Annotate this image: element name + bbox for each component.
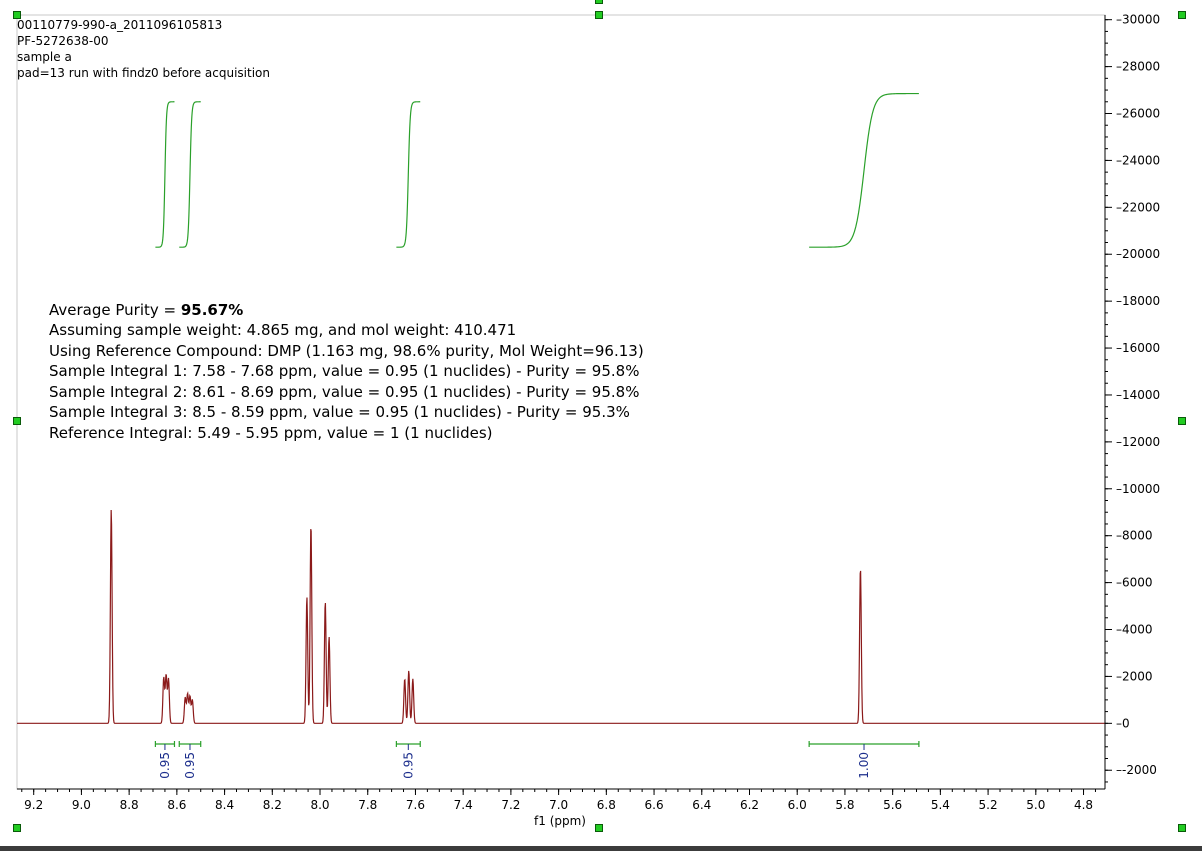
integral-bracket: 1.00 — [808, 741, 920, 779]
sample-integral-3-line: Sample Integral 3: 8.5 - 8.59 ppm, value… — [49, 403, 630, 421]
x-tick-label: 7.0 — [549, 798, 568, 812]
x-tick-label: 5.2 — [979, 798, 998, 812]
sample-id: 00110779-990-a_2011096105813 — [17, 18, 223, 32]
x-tick-label: 5.0 — [1026, 798, 1045, 812]
resize-handle-top-right[interactable] — [1178, 11, 1186, 19]
x-tick-label: 6.4 — [692, 798, 711, 812]
x-tick-label: 8.6 — [167, 798, 186, 812]
integral-bracket: 0.95 — [395, 741, 421, 779]
average-purity-label: Average Purity = — [49, 301, 181, 319]
y-axis: –-2000 –0 –2000 –4000 –6000 –8000 –10000 –12000… — [1104, 13, 1160, 789]
reference-integral-line: Reference Integral: 5.49 - 5.95 ppm, val… — [49, 424, 493, 442]
y-tick-label: –30000 — [1116, 13, 1160, 27]
resize-handle-middle-left[interactable] — [13, 417, 21, 425]
reference-compound-line: Using Reference Compound: DMP (1.163 mg,… — [49, 342, 644, 360]
resize-handle-top-left[interactable] — [13, 11, 21, 19]
average-purity: Average Purity = 95.67% — [49, 300, 243, 320]
average-purity-value: 95.67% — [180, 301, 244, 319]
resize-handle-bottom-center[interactable] — [595, 824, 603, 832]
integral-curve — [396, 101, 421, 248]
window-bottom-edge — [0, 846, 1202, 851]
integral-value-label: 0.95 — [158, 752, 172, 779]
y-tick-label: –16000 — [1116, 341, 1160, 355]
y-tick-label: –24000 — [1116, 153, 1160, 167]
integral-bracket: 0.95 — [178, 741, 202, 779]
integral-curve — [179, 101, 201, 248]
x-tick-label: 5.8 — [835, 798, 854, 812]
acquisition-note: pad=13 run with findz0 before acquisitio… — [17, 66, 271, 80]
y-tick-label: –10000 — [1116, 482, 1160, 496]
y-tick-label: –22000 — [1116, 200, 1160, 214]
x-axis-label: f1 (ppm) — [534, 814, 586, 828]
x-axis: 9.2 9.0 8.8 8.6 8.4 8.2 8.0 7.8 7.6 7.4 7.2 7.0 6.8 6… — [17, 788, 1105, 812]
y-tick-label: –-2000 — [1116, 763, 1157, 777]
y-tick-label: –4000 — [1116, 623, 1153, 637]
x-tick-label: 9.0 — [72, 798, 91, 812]
x-tick-label: 6.2 — [740, 798, 759, 812]
x-tick-label: 6.8 — [597, 798, 616, 812]
resize-handle-top-center[interactable] — [595, 11, 603, 19]
x-tick-label: 7.2 — [501, 798, 520, 812]
integral-brackets: 0.95 0.95 0.95 1.00 — [154, 741, 920, 779]
x-tick-label: 7.8 — [358, 798, 377, 812]
x-tick-label: 4.8 — [1074, 798, 1093, 812]
y-tick-label: –20000 — [1116, 247, 1160, 261]
integral-curve — [155, 101, 175, 248]
resize-handle-top-edge[interactable] — [595, 0, 603, 4]
sample-weight-line: Assuming sample weight: 4.865 mg, and mo… — [49, 321, 517, 339]
x-tick-label: 5.4 — [931, 798, 950, 812]
x-tick-label: 8.8 — [120, 798, 139, 812]
x-tick-label: 8.2 — [263, 798, 282, 812]
y-tick-label: –8000 — [1116, 529, 1153, 543]
resize-handle-bottom-right[interactable] — [1178, 824, 1186, 832]
y-tick-label: –6000 — [1116, 576, 1153, 590]
integral-curves — [155, 92, 919, 248]
integral-bracket: 0.95 — [154, 741, 176, 779]
spectrum-line — [17, 509, 1105, 724]
x-tick-label: 9.2 — [24, 798, 43, 812]
x-tick-label: 7.4 — [454, 798, 473, 812]
x-tick-label: 7.6 — [406, 798, 425, 812]
y-tick-label: –28000 — [1116, 60, 1160, 74]
compound-id: PF-5272638-00 — [17, 34, 109, 48]
y-tick-label: –14000 — [1116, 388, 1160, 402]
integral-curve — [809, 92, 919, 248]
y-tick-label: –18000 — [1116, 294, 1160, 308]
y-tick-label: –0 — [1116, 716, 1130, 730]
x-tick-label: 8.0 — [310, 798, 329, 812]
x-tick-label: 6.6 — [645, 798, 664, 812]
resize-handle-middle-right[interactable] — [1178, 417, 1186, 425]
resize-handle-bottom-left[interactable] — [13, 824, 21, 832]
y-tick-label: –26000 — [1116, 107, 1160, 121]
sample-name: sample a — [17, 50, 72, 64]
y-tick-label: –12000 — [1116, 435, 1160, 449]
x-tick-label: 5.6 — [883, 798, 902, 812]
x-tick-label: 6.0 — [788, 798, 807, 812]
sample-integral-2-line: Sample Integral 2: 8.61 - 8.69 ppm, valu… — [49, 383, 640, 401]
sample-integral-1-line: Sample Integral 1: 7.58 - 7.68 ppm, valu… — [49, 362, 640, 380]
integral-value-label: 0.95 — [183, 752, 197, 779]
integral-value-label: 0.95 — [401, 752, 415, 779]
integral-value-label: 1.00 — [857, 752, 871, 779]
x-tick-label: 8.4 — [215, 798, 234, 812]
y-tick-label: –2000 — [1116, 669, 1153, 683]
